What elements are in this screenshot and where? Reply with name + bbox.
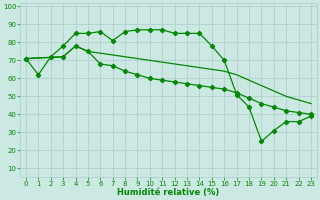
X-axis label: Humidité relative (%): Humidité relative (%): [117, 188, 220, 197]
